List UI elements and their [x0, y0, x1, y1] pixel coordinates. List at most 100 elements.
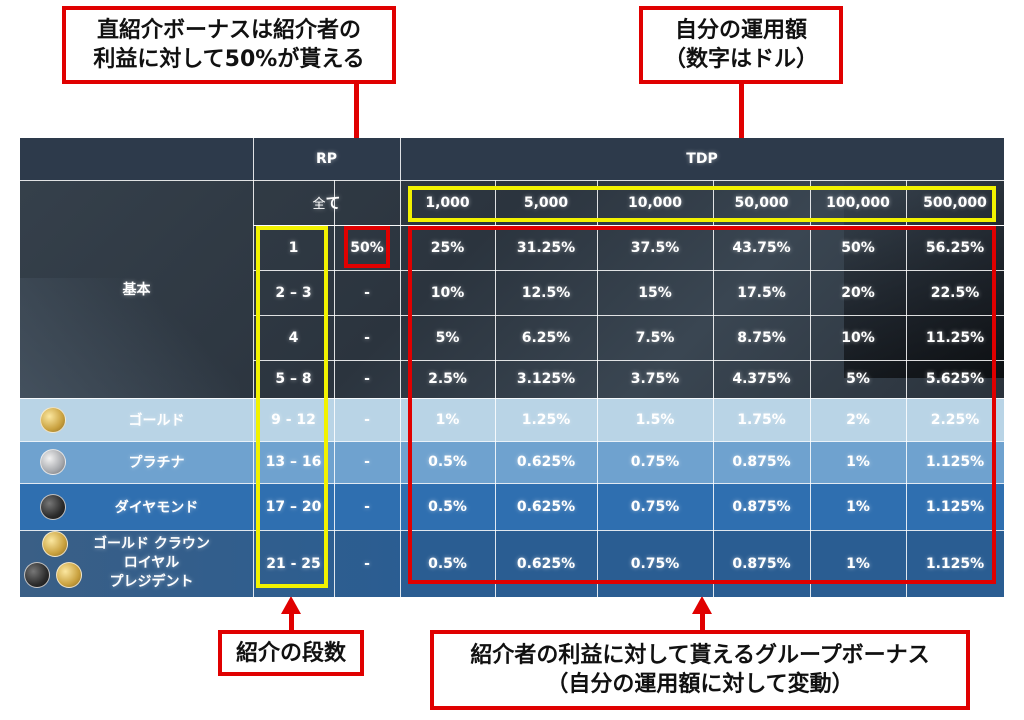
tiers-arrow-head — [281, 596, 301, 614]
rate-cell: 4.375% — [732, 371, 791, 387]
tier-cell: 5 – 8 — [275, 371, 312, 387]
amounts-highlight-box — [408, 186, 996, 222]
rate-cell: 0.5% — [428, 555, 467, 572]
rate-cell: 10% — [430, 284, 465, 301]
rank-name-line: ロイヤル — [123, 555, 180, 571]
rate-cell: 2.5% — [428, 371, 467, 387]
direct-bonus-cell: - — [364, 371, 370, 387]
amount-header: 10,000 — [627, 194, 683, 211]
grid-line — [20, 441, 1004, 442]
rate-cell: 43.75% — [732, 239, 791, 256]
rank-name-line: ゴールド クラウン — [93, 536, 210, 552]
grid-line — [20, 530, 1004, 531]
own-amount-line-1: 自分の運用額 — [674, 18, 807, 43]
header-row-background — [20, 138, 1004, 180]
direct-bonus-cell: - — [364, 284, 370, 301]
rate-cell: 17.5% — [737, 284, 786, 301]
rank-coin-icon — [42, 531, 68, 557]
rank-coin-icon — [40, 406, 66, 433]
rank-name: ダイヤモンド — [114, 499, 199, 516]
direct-bonus-cell: 50% — [350, 239, 384, 256]
rate-cell: 12.5% — [521, 284, 571, 301]
rp-header: RP — [315, 151, 338, 167]
rate-cell: 1% — [435, 411, 460, 428]
tiers-highlight-box — [256, 226, 328, 588]
direct-bonus-arrow — [354, 84, 359, 186]
grid-line — [253, 315, 1004, 316]
group-bonus-arrow-head — [692, 596, 712, 614]
rank-name: ゴールド — [128, 412, 185, 429]
rate-cell: 37.5% — [630, 239, 680, 256]
rate-cell: 1.125% — [925, 454, 985, 470]
rate-cell: 1.125% — [925, 555, 985, 572]
rate-cell: 0.875% — [732, 555, 791, 572]
rate-cell: 6.25% — [521, 329, 571, 346]
rank-coin-icon — [40, 493, 66, 520]
rank-name-line: プレジデント — [109, 574, 194, 590]
rate-cell: 5% — [846, 371, 870, 387]
grid-line — [400, 138, 401, 597]
direct-bonus-cell: - — [364, 498, 370, 515]
grid-line — [597, 180, 598, 597]
direct-bonus-cell: - — [364, 329, 370, 346]
amount-header: 1,000 — [425, 194, 470, 211]
rate-cell: 20% — [841, 284, 875, 301]
amount-header: 50,000 — [734, 194, 789, 211]
bonus-table: RP TDP 全て 1,000 5,000 10,000 50,000 100,000 500,… — [20, 138, 1004, 597]
rate-cell: 56.25% — [925, 239, 985, 256]
rate-cell: 1.25% — [521, 411, 571, 428]
grid-line — [253, 270, 1004, 271]
all-tiers-label: 全て — [253, 180, 400, 225]
rank-coin-icon — [40, 449, 66, 475]
direct-bonus-cell: - — [364, 454, 370, 470]
group-bonus-line-2: （自分の運用額に対して変動） — [546, 672, 854, 697]
direct-bonus-highlight-box — [344, 226, 390, 268]
rank-row-background — [20, 530, 1004, 597]
rate-cell: 0.75% — [630, 498, 680, 515]
tier-cell: 13 – 16 — [265, 454, 322, 470]
grid-line — [713, 180, 714, 597]
rank-row-background — [20, 398, 1004, 441]
grid-line — [906, 180, 907, 597]
rate-cell: 0.75% — [630, 555, 680, 572]
group-bonus-arrow — [700, 612, 705, 630]
tdp-header: TDP — [686, 151, 718, 167]
rate-cell: 1% — [846, 454, 870, 470]
tier-cell: 1 — [288, 239, 299, 256]
grid-line — [20, 180, 1004, 181]
rate-cell: 7.5% — [635, 329, 675, 346]
rate-cell: 15% — [638, 284, 672, 301]
rate-cell: 0.75% — [630, 454, 680, 470]
rank-coin-icon — [24, 562, 50, 588]
rate-cell: 3.75% — [630, 371, 680, 387]
own-amount-line-2: （数字はドル） — [663, 47, 818, 72]
direct-bonus-callout: 直紹介ボーナスは紹介者の 利益に対して50%が貰える — [62, 6, 396, 84]
grid-line — [20, 398, 1004, 399]
rate-cell: 2.25% — [930, 411, 980, 428]
rate-cell: 1% — [846, 498, 870, 515]
rate-cell: 5% — [435, 329, 460, 346]
direct-bonus-cell: - — [364, 411, 370, 428]
rank-name: プラチナ — [128, 455, 185, 471]
tier-cell: 9 - 12 — [271, 411, 316, 428]
grid-line — [334, 180, 335, 597]
rate-cell: 11.25% — [925, 329, 985, 346]
rate-cell: 1% — [846, 555, 870, 572]
rate-cell: 2% — [846, 411, 870, 428]
rate-cell: 1.5% — [635, 411, 675, 428]
rate-cell: 0.5% — [428, 454, 467, 470]
rate-cell: 31.25% — [516, 239, 576, 256]
grid-line — [20, 483, 1004, 484]
tiers-arrow — [289, 612, 294, 630]
rate-cell: 8.75% — [737, 329, 786, 346]
amount-header: 5,000 — [523, 194, 569, 211]
tier-cell: 2 – 3 — [275, 284, 312, 301]
grid-line — [253, 225, 1004, 226]
grid-line — [253, 360, 1004, 361]
rank-name-multi: ゴールド クラウン ロイヤルプレジデント — [20, 530, 253, 597]
grid-line — [495, 180, 496, 597]
rate-cell: 0.625% — [516, 555, 576, 572]
direct-bonus-cell: - — [364, 555, 370, 572]
amount-header: 500,000 — [923, 194, 987, 211]
rate-cell: 0.625% — [516, 454, 576, 470]
